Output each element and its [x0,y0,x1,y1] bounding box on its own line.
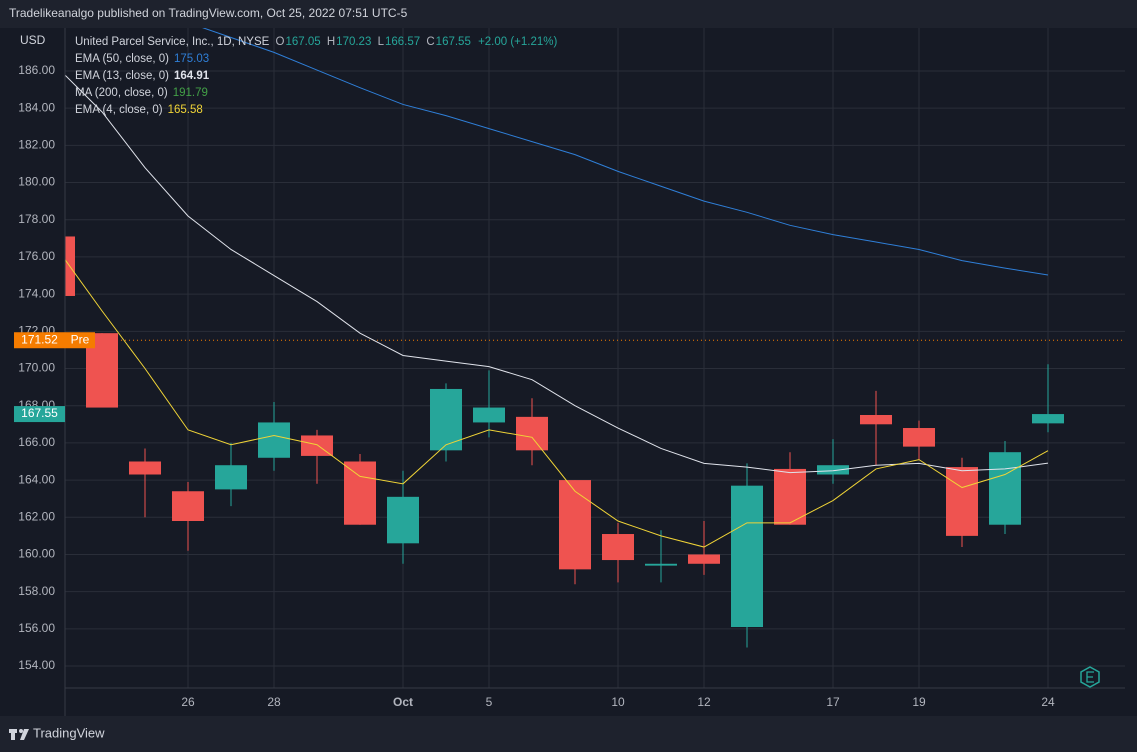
header-bar [0,0,1137,28]
candle-body [774,468,806,525]
x-tick-label: 17 [826,695,840,709]
legend: United Parcel Service, Inc., 1D, NYSE O1… [75,34,557,119]
ohlc-key: O [275,36,285,48]
y-tick-label: 164.00 [18,472,55,486]
candle-body [430,388,462,451]
legend-value: 165.58 [167,104,203,116]
ohlc-value: 166.57 [384,36,421,48]
last-price-tag-text: 167.55 [21,406,58,420]
legend-name: EMA (50, close, 0) [75,53,169,65]
symbol-row: United Parcel Service, Inc., 1D, NYSE O1… [75,34,557,51]
candle-body [989,452,1021,525]
x-tick-label: 12 [697,695,711,709]
candle-body [645,563,677,566]
y-tick-label: 154.00 [18,658,55,672]
pre-label-box [65,332,95,349]
candle-body [516,416,548,451]
ohlc-key: H [326,36,336,48]
y-tick-label: 186.00 [18,63,55,77]
last-price-tag-box [14,406,65,423]
legend-value: 164.91 [173,70,210,82]
y-tick-label: 160.00 [18,547,55,561]
x-tick-label: 5 [486,695,493,709]
x-tick-label: 24 [1041,695,1055,709]
legend-row: EMA (4, close, 0) 165.58 [75,102,557,119]
logo [9,729,29,740]
pre-market-tag-text: 171.52 [21,332,58,346]
candle-body [559,480,591,570]
axes: 154.00 156.00 158.00 160.00 162.00 164.00 166.… [14,63,1055,709]
y-tick-label: 184.00 [18,100,55,114]
change: +2.00 (+1.21%) [478,36,558,48]
pre-label: Pre [71,332,90,346]
y-tick-label: 174.00 [18,286,55,300]
footer-brand: TradingView [33,725,105,740]
candle-body [817,465,849,475]
x-tick-label: 26 [181,695,195,709]
legend-value: 175.03 [173,53,210,65]
x-tick-label: Oct [393,695,413,709]
y-tick-label: 158.00 [18,584,55,598]
candle-body [258,422,290,458]
legend-name: EMA (13, close, 0) [75,70,169,82]
indicator-line [65,74,1049,474]
footer-bar [0,716,1137,752]
candle-body [473,407,505,423]
candle-body [129,461,161,475]
indicator-line [65,258,1049,548]
candle-body [860,414,892,425]
ohlc-key: C [426,36,435,48]
candle-body [387,496,419,544]
y-tick-label: 162.00 [18,509,55,523]
candle-body [731,485,763,628]
y-unit: USD [20,33,46,47]
candle-body [172,491,204,522]
candle-body [688,554,720,564]
x-tick-label: 10 [611,695,625,709]
y-tick-label: 180.00 [18,175,55,189]
legend-value: 191.79 [172,87,208,99]
candle-body [344,461,376,525]
candle-body [946,467,978,536]
y-tick-label: 176.00 [18,249,55,263]
x-tick-label: 19 [912,695,926,709]
indicator-line [202,28,1049,276]
legend-name: EMA (4, close, 0) [75,104,163,116]
plot-background [0,28,1137,716]
legend-row: EMA (13, close, 0) 164.91 [75,68,557,85]
pre-market-tag-box [14,332,65,349]
x-tick-label: 28 [267,695,281,709]
legend-row: EMA (50, close, 0) 175.03 [75,51,557,68]
ohlc-key: L [377,36,384,48]
legend-row: MA (200, close, 0) 191.79 [75,85,557,102]
y-tick-label: 166.00 [18,435,55,449]
y-tick-label: 182.00 [18,138,55,152]
plot [65,28,1125,648]
candle-body [602,534,634,561]
symbol: United Parcel Service, Inc., 1D, NYSE [75,36,270,48]
y-tick-label: 156.00 [18,621,55,635]
ohlc-value: 167.05 [285,36,321,48]
y-tick-label: 170.00 [18,361,55,375]
candle-body [903,428,935,447]
candle-body [1032,414,1064,424]
header-text: Tradelikeanalgo published on TradingView… [9,6,408,20]
ohlc-value: 167.55 [435,36,471,48]
e-icon [1080,666,1100,688]
ohlc-value: 170.23 [336,36,372,48]
candle-body [215,465,247,490]
legend-name: MA (200, close, 0) [75,87,168,99]
y-tick-label: 178.00 [18,212,55,226]
